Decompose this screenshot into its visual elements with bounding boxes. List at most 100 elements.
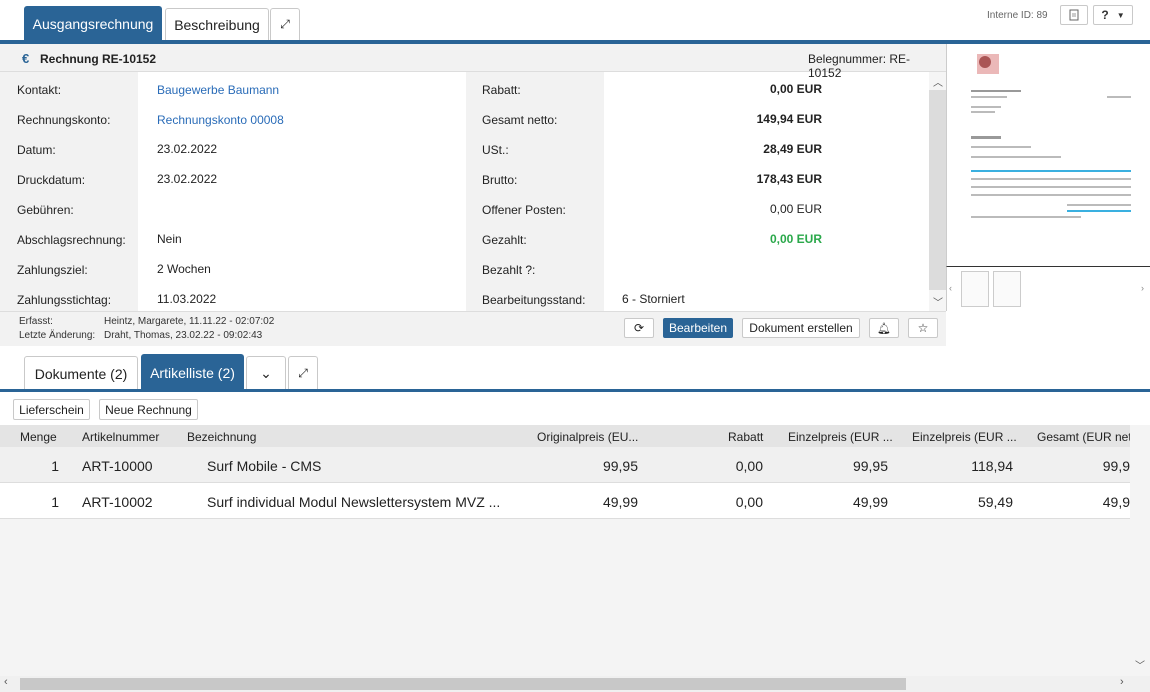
thumbnail-page-2[interactable]: [993, 271, 1021, 307]
horizontal-scroll-thumb[interactable]: [20, 678, 906, 690]
invoice-header: [0, 44, 946, 72]
col-originalpreis[interactable]: Originalpreis (EU...: [537, 430, 639, 444]
col-bezeichnung[interactable]: Bezeichnung: [187, 430, 257, 444]
table-row[interactable]: [0, 483, 1130, 519]
cell-gesamt: 49,9: [1102, 494, 1130, 510]
favorite-button[interactable]: ☆: [908, 318, 938, 338]
scroll-down-icon[interactable]: ﹀: [933, 298, 943, 309]
cell-bezeichnung: Surf individual Modul Newslettersystem M…: [207, 494, 501, 510]
label-abschlagsrechnung: Abschlagsrechnung:: [17, 233, 126, 247]
erfasst-label: Erfasst:: [19, 316, 53, 327]
col-artikelnummer[interactable]: Artikelnummer: [82, 430, 160, 444]
value-datum: 23.02.2022: [157, 142, 218, 156]
cell-artikelnummer: ART-10000: [82, 458, 153, 474]
internal-id: Interne ID: 89: [987, 10, 1048, 21]
thumbnail-page-1[interactable]: [961, 271, 989, 307]
cell-einzelpreis-netto: 99,95: [852, 458, 888, 474]
neue-rechnung-button[interactable]: Neue Rechnung: [99, 399, 198, 420]
lower-tab-rule: [0, 389, 1150, 392]
table-scrollbar-vertical[interactable]: ﹀: [1130, 425, 1150, 676]
caret-down-icon: ▼: [1116, 10, 1125, 20]
scroll-right-icon[interactable]: ›: [1120, 676, 1124, 688]
label-gesamt-netto: Gesamt netto:: [482, 113, 558, 127]
value-zahlungsziel: 2 Wochen: [157, 262, 211, 276]
lieferschein-button[interactable]: Lieferschein: [13, 399, 90, 420]
label-bearbeitungsstand: Bearbeitungsstand:: [482, 293, 586, 307]
label-gebuehren: Gebühren:: [17, 203, 74, 217]
value-ust: 28,49 EUR: [763, 142, 822, 156]
help-label: ?: [1101, 8, 1109, 22]
star-icon: ☆: [917, 321, 929, 335]
value-gezahlt: 0,00 EUR: [769, 232, 822, 246]
cell-rabatt: 0,00: [735, 494, 763, 510]
label-brutto: Brutto:: [482, 173, 518, 187]
scroll-down-icon[interactable]: ﹀: [1135, 661, 1145, 672]
expand-icon[interactable]: ⤢: [270, 8, 300, 40]
thumbnail-strip[interactable]: ‹ ›: [946, 266, 1150, 311]
tab-ausgangsrechnung[interactable]: Ausgangsrechnung: [24, 6, 162, 40]
refresh-icon: ⟳: [633, 321, 645, 335]
label-druckdatum: Druckdatum:: [17, 173, 86, 187]
kontakt-link[interactable]: Baugewerbe Baumann: [157, 83, 280, 97]
col-einzelpreis-netto[interactable]: Einzelpreis (EUR ...: [788, 430, 893, 444]
chevron-right-icon[interactable]: ›: [1141, 283, 1144, 293]
tab-beschreibung[interactable]: Beschreibung: [165, 8, 269, 40]
label-offener-posten: Offener Posten:: [482, 203, 566, 217]
tab-rule: [0, 40, 1150, 44]
bell-button[interactable]: 🔔︎: [869, 318, 899, 338]
cell-menge: 1: [51, 494, 59, 510]
chevron-down-icon[interactable]: ⌄: [246, 356, 286, 390]
details-scrollbar[interactable]: ︿ ﹀: [929, 72, 946, 311]
create-document-button[interactable]: Dokument erstellen: [742, 318, 860, 338]
col-einzelpreis-brutto[interactable]: Einzelpreis (EUR ...: [912, 430, 1017, 444]
col-gesamt[interactable]: Gesamt (EUR net...: [1037, 430, 1142, 444]
cell-gesamt: 99,9: [1102, 458, 1130, 474]
document-preview[interactable]: [946, 44, 1150, 266]
cell-originalpreis: 99,95: [602, 458, 638, 474]
bell-icon: 🔔︎: [877, 322, 891, 335]
value-offener-posten: 0,00 EUR: [769, 202, 822, 216]
cell-bezeichnung: Surf Mobile - CMS: [207, 458, 322, 474]
cell-rabatt: 0,00: [735, 458, 763, 474]
table-row[interactable]: [0, 447, 1130, 483]
col-menge[interactable]: Menge: [20, 430, 57, 444]
scroll-up-icon[interactable]: ︿: [933, 78, 943, 89]
cell-originalpreis: 49,99: [602, 494, 638, 510]
erfasst-value: Heintz, Margarete, 11.11.22 - 02:07:02: [104, 316, 275, 327]
label-gezahlt: Gezahlt:: [482, 233, 527, 247]
col-rabatt[interactable]: Rabatt: [728, 430, 764, 444]
value-bearbeitungsstand: 6 - Storniert: [622, 292, 685, 306]
tab-artikelliste[interactable]: Artikelliste (2): [141, 354, 244, 390]
right-label-column: [466, 72, 604, 311]
cell-einzelpreis-brutto: 59,49: [977, 494, 1013, 510]
document-icon[interactable]: [1060, 5, 1088, 25]
table-empty-area: [0, 519, 1130, 676]
euro-icon: €: [22, 51, 30, 66]
value-zahlungsstichtag: 11.03.2022: [157, 292, 217, 306]
refresh-button[interactable]: ⟳: [624, 318, 654, 338]
belegnummer: Belegnummer: RE-10152: [808, 52, 911, 80]
table-scrollbar-horizontal[interactable]: ‹ ›: [0, 676, 1150, 692]
label-zahlungsstichtag: Zahlungsstichtag:: [17, 293, 112, 307]
cell-artikelnummer: ART-10002: [82, 494, 153, 510]
left-label-column: [0, 72, 138, 311]
expand-lower-icon[interactable]: ⤢: [288, 356, 318, 390]
value-brutto: 178,43 EUR: [756, 172, 822, 186]
scroll-left-icon[interactable]: ‹: [4, 676, 8, 688]
cell-einzelpreis-brutto: 118,94: [971, 458, 1013, 474]
edit-button[interactable]: Bearbeiten: [663, 318, 733, 338]
help-dropdown[interactable]: ? ▼: [1093, 5, 1133, 25]
value-gesamt-netto: 149,94 EUR: [756, 112, 822, 126]
details-scroll-thumb[interactable]: [929, 90, 946, 290]
cell-einzelpreis-netto: 49,99: [852, 494, 888, 510]
chevron-left-icon[interactable]: ‹: [949, 283, 952, 293]
label-ust: USt.:: [482, 143, 509, 157]
aenderung-value: Draht, Thomas, 23.02.22 - 09:02:43: [104, 330, 263, 341]
tab-dokumente[interactable]: Dokumente (2): [24, 356, 138, 390]
value-rabatt: 0,00 EUR: [769, 82, 822, 96]
label-kontakt: Kontakt:: [17, 83, 62, 97]
label-datum: Datum:: [17, 143, 56, 157]
value-abschlagsrechnung: Nein: [157, 232, 182, 246]
preview-thumbnail: [971, 54, 1131, 218]
rechnungskonto-link[interactable]: Rechnungskonto 00008: [157, 113, 284, 127]
